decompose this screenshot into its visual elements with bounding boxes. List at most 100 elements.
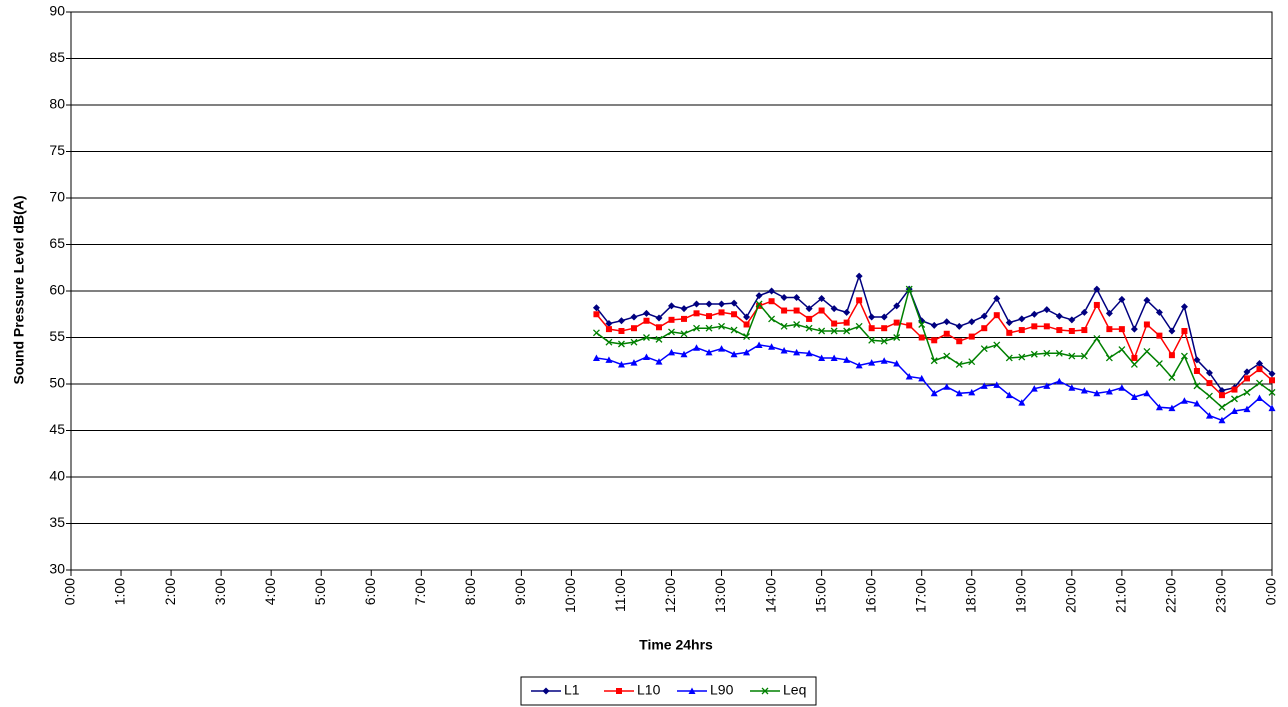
x-tick-label: 8:00 [462,578,478,605]
marker [1055,312,1063,320]
marker [1155,403,1163,411]
marker [1043,306,1051,314]
marker [955,361,963,368]
marker [1005,319,1013,327]
x-tick-label: 5:00 [312,578,328,605]
marker [768,315,776,323]
marker [768,343,776,350]
marker [1268,388,1276,396]
marker [743,313,751,321]
marker [980,345,988,353]
y-axis-title: Sound Pressure Level dB(A) [11,195,27,384]
legend-label: L10 [637,682,661,698]
marker [592,329,600,337]
marker [1031,323,1038,330]
marker [743,348,751,356]
marker [1231,395,1238,403]
marker [968,318,976,326]
marker [1093,334,1101,342]
marker [1168,327,1176,335]
marker [730,350,738,358]
marker [630,359,638,366]
plot-area [70,11,1273,571]
marker [1105,354,1113,362]
marker [918,374,926,382]
marker [980,382,988,389]
marker [655,314,663,322]
marker [755,341,763,348]
marker [843,319,850,326]
marker [993,381,1001,388]
x-tick-label: 19:00 [1012,578,1028,613]
y-tick-label: 75 [49,142,65,158]
marker [1231,386,1238,393]
marker [943,318,951,326]
y-tick-label: 60 [49,282,65,298]
y-tick-label: 90 [49,3,65,19]
marker [718,345,726,352]
marker [780,322,788,330]
marker [1056,327,1063,334]
marker [1168,374,1176,381]
x-tick-label: 17:00 [912,578,928,613]
marker [1206,380,1213,387]
marker [755,292,763,300]
marker [930,321,938,329]
marker [1256,379,1263,387]
marker [855,322,863,330]
marker [893,360,901,367]
marker [643,334,650,341]
marker [592,354,600,361]
marker [1080,352,1088,360]
marker [668,348,675,356]
y-tick-label: 35 [49,514,65,530]
marker [980,312,988,320]
marker [968,333,975,340]
marker [868,325,875,332]
marker [968,358,976,366]
marker [1193,367,1200,374]
marker [617,317,625,325]
marker [731,311,738,318]
marker [868,336,876,344]
marker [1193,400,1201,407]
marker [830,305,838,313]
marker [1218,392,1225,399]
y-tick-label: 85 [49,49,65,65]
marker [617,360,625,368]
marker [655,324,662,331]
marker [618,327,625,334]
x-tick-label: 0:00 [62,578,78,605]
marker [881,325,888,332]
marker [1018,353,1026,361]
marker [1130,325,1138,333]
marker [1205,412,1213,419]
y-tick-label: 45 [49,421,65,437]
y-tick-label: 50 [49,375,65,391]
y-tick-label: 55 [49,328,65,344]
marker [818,294,826,302]
marker [730,326,738,334]
y-tick-label: 65 [49,235,65,251]
x-tick-label: 9:00 [512,578,528,605]
marker [1181,327,1188,334]
marker [905,285,913,293]
marker [1118,295,1126,303]
marker [1005,354,1013,362]
marker [1055,377,1063,385]
marker [830,327,838,335]
marker [793,348,801,356]
legend-label: Leq [783,682,806,698]
x-tick-label: 3:00 [212,578,228,605]
marker [693,344,701,351]
marker [1143,296,1151,304]
marker [943,330,950,337]
x-tick-label: 4:00 [262,578,278,605]
x-tick-label: 6:00 [362,578,378,605]
marker [856,297,863,304]
marker [1205,392,1213,400]
marker [1105,387,1113,395]
marker [868,313,876,321]
